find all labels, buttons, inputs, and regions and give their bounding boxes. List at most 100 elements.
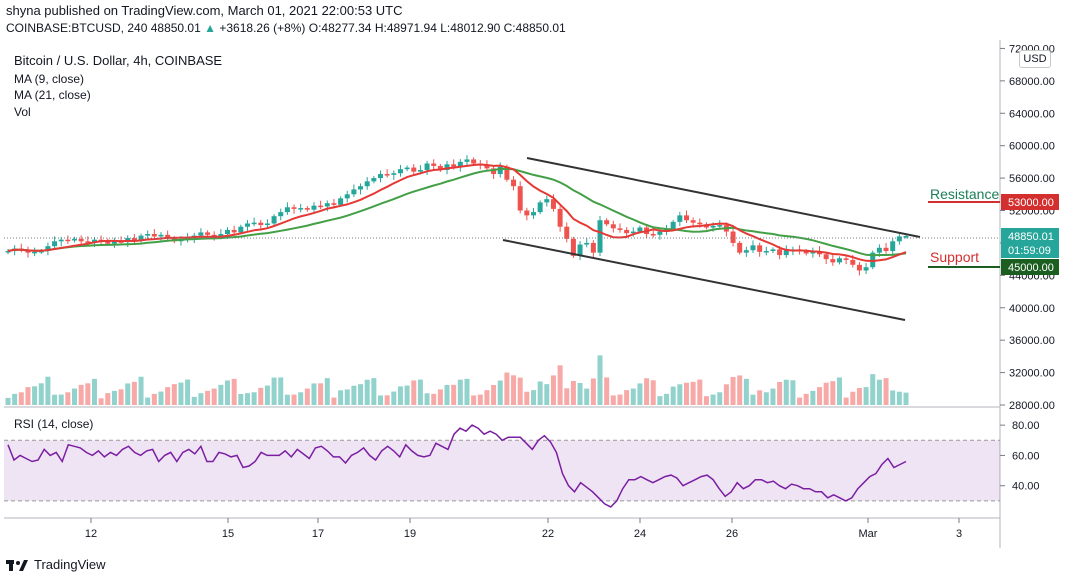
candle-body (411, 167, 417, 172)
volume-bar (876, 379, 882, 405)
volume-bar (870, 374, 876, 405)
rsi-tick-label: 60.00 (1012, 450, 1040, 462)
ma21-line (7, 167, 907, 257)
candle-body (78, 238, 84, 242)
volume-bar (231, 378, 237, 405)
volume-bar (737, 375, 743, 405)
volume-bar (750, 394, 756, 405)
volume-bar (757, 390, 763, 405)
candle-body (836, 258, 842, 263)
volume-bar (451, 384, 457, 405)
rsi-line (7, 424, 907, 508)
candle-body (896, 236, 902, 242)
candle-body (284, 207, 290, 213)
ohlc-line: COINBASE:BTCUSD, 240 48850.01 ▲ +3618.26… (6, 21, 566, 35)
candle-body (677, 215, 683, 222)
volume-bar (650, 380, 656, 405)
candle-body (131, 238, 137, 241)
open-value: O:48277.34 (308, 21, 372, 35)
candle-body (72, 238, 78, 241)
support-tag (1001, 259, 1059, 275)
rsi-legend[interactable]: RSI (14, close) (14, 417, 93, 431)
volume-bar (371, 378, 377, 405)
volume-bar (404, 385, 410, 405)
volume-legend[interactable]: Vol (14, 105, 31, 119)
candle-body (590, 242, 596, 253)
channel-lower-line (502, 239, 906, 321)
volume-bar (790, 380, 796, 405)
volume-bar (697, 379, 703, 405)
candle-body (384, 174, 390, 176)
candle-body (311, 205, 317, 210)
volume-bar (32, 386, 38, 405)
candle-body (770, 249, 776, 252)
volume-bar (91, 378, 97, 405)
ma9-legend[interactable]: MA (9, close) (14, 72, 85, 86)
volume-bar (723, 384, 729, 405)
volume-bar (158, 391, 164, 405)
time-tick-label: 24 (634, 528, 646, 540)
volume-bar (165, 387, 171, 405)
symbol-title: Bitcoin / U.S. Dollar, 4h, COINBASE (14, 53, 223, 68)
price-change: +3618.26 (+8%) (219, 21, 306, 35)
volume-bar (185, 379, 191, 405)
candle-body (803, 251, 809, 254)
volume-bar (730, 377, 736, 405)
candle-body (863, 267, 869, 271)
candle-body (657, 231, 663, 235)
volume-bar (577, 383, 583, 405)
volume-bar (38, 383, 44, 405)
close-value: C:48850.01 (503, 21, 566, 35)
volume-bar (497, 380, 503, 405)
candle-body (670, 221, 676, 230)
candle-body (238, 226, 244, 233)
volume-bar (511, 375, 517, 405)
volume-bar (517, 377, 523, 405)
candle-body (291, 207, 297, 209)
candle-body (451, 164, 457, 167)
candle-body (251, 222, 257, 225)
candle-body (763, 251, 769, 253)
candle-body (211, 234, 217, 237)
currency-button[interactable]: USD (1019, 50, 1051, 68)
candle-body (743, 250, 749, 253)
volume-bar (570, 381, 576, 405)
up-arrow-icon: ▲ (204, 21, 217, 35)
candle-body (85, 241, 91, 243)
volume-bar (424, 393, 430, 405)
candle-body (777, 249, 783, 256)
candle-body (457, 161, 463, 167)
volume-bar (597, 355, 603, 405)
price-tick-label: 40000.00 (1009, 303, 1055, 315)
volume-bar (437, 389, 443, 405)
candle-body (537, 202, 543, 213)
volume-bar (564, 388, 570, 405)
candle-body (517, 186, 523, 211)
price-tick-label: 60000.00 (1009, 141, 1055, 153)
volume-bar (743, 378, 749, 405)
candle-body (630, 231, 636, 234)
volume-bar (218, 384, 224, 405)
rsi-band (4, 440, 1000, 501)
volume-bar (178, 382, 184, 405)
candle-body (231, 229, 237, 233)
volume-bar (58, 394, 64, 405)
candle-body (431, 163, 437, 166)
ma21-legend[interactable]: MA (21, close) (14, 88, 91, 102)
volume-bar (238, 394, 244, 405)
volume-bar (364, 379, 370, 405)
volume-bar (896, 391, 902, 405)
candle-body (271, 216, 277, 224)
candle-body (225, 229, 231, 235)
candle-body (683, 215, 689, 221)
volume-bar (850, 391, 856, 405)
candle-body (544, 199, 550, 203)
volume-bar (783, 379, 789, 405)
price-tick-label: 56000.00 (1009, 173, 1055, 185)
volume-bar (664, 393, 670, 405)
volume-bar (378, 395, 384, 405)
candle-body (690, 220, 696, 223)
rsi-axis: 80.00 60.00 40.00 (1000, 420, 1040, 493)
volume-bar (444, 385, 450, 405)
